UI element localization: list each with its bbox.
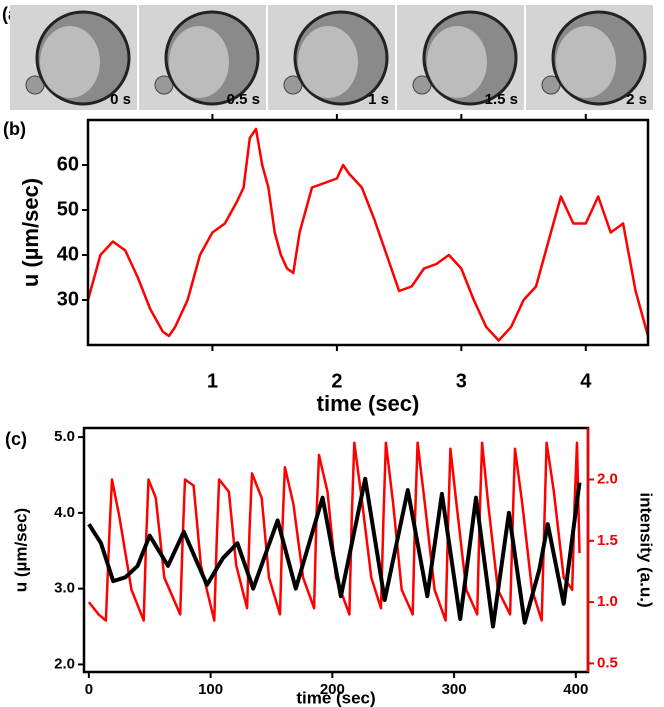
x-axis-label: time (sec) xyxy=(296,688,375,707)
y-tick-label: 5.0 xyxy=(54,428,75,445)
frame-label: 0 s xyxy=(110,91,131,108)
series-line xyxy=(86,127,650,342)
y2-tick-label: 0.5 xyxy=(597,654,618,671)
x-tick-label: 200 xyxy=(320,681,345,698)
series-line xyxy=(87,441,581,622)
y2-tick-label: 1.0 xyxy=(597,593,618,610)
droplet-highlight xyxy=(40,26,100,98)
x-tick-label: 3 xyxy=(456,370,467,392)
droplet-highlight xyxy=(169,26,229,98)
x-tick-label: 300 xyxy=(442,681,467,698)
y-tick-label: 50 xyxy=(57,198,79,220)
droplet-highlight xyxy=(556,26,616,98)
x-axis-label: time (sec) xyxy=(317,391,420,416)
y-tick-label: 2.0 xyxy=(54,655,75,672)
droplet-highlight xyxy=(427,26,487,98)
y-axis-label: u (µm/sec) xyxy=(11,508,30,592)
y-tick-label: 40 xyxy=(57,243,79,265)
x-tick-label: 4 xyxy=(580,370,592,392)
x-tick-label: 400 xyxy=(563,681,588,698)
frame-label: 1 s xyxy=(368,91,389,108)
frame-label: 0.5 s xyxy=(227,91,260,108)
x-tick-label: 100 xyxy=(198,681,223,698)
y-tick-label: 60 xyxy=(57,153,79,175)
y-axis-label: u (µm/sec) xyxy=(18,178,43,287)
frame-label: 2 s xyxy=(626,91,647,108)
y2-tick-label: 2.0 xyxy=(597,470,618,487)
x-tick-label: 2 xyxy=(331,370,342,392)
series-line xyxy=(87,476,582,629)
y-tick-label: 30 xyxy=(57,288,79,310)
y2-tick-label: 1.5 xyxy=(597,532,618,549)
panel-label: (b) xyxy=(3,119,26,139)
droplet-highlight xyxy=(298,26,358,98)
panel-label: (c) xyxy=(5,429,27,449)
y-tick-label: 4.0 xyxy=(54,504,75,521)
plot-frame xyxy=(86,118,650,347)
x-tick-label: 0 xyxy=(85,681,93,698)
frame-label: 1.5 s xyxy=(485,91,518,108)
y2-axis-label: intensity (a.u.) xyxy=(637,492,656,607)
y-tick-label: 3.0 xyxy=(54,580,75,597)
x-tick-label: 1 xyxy=(207,370,218,392)
